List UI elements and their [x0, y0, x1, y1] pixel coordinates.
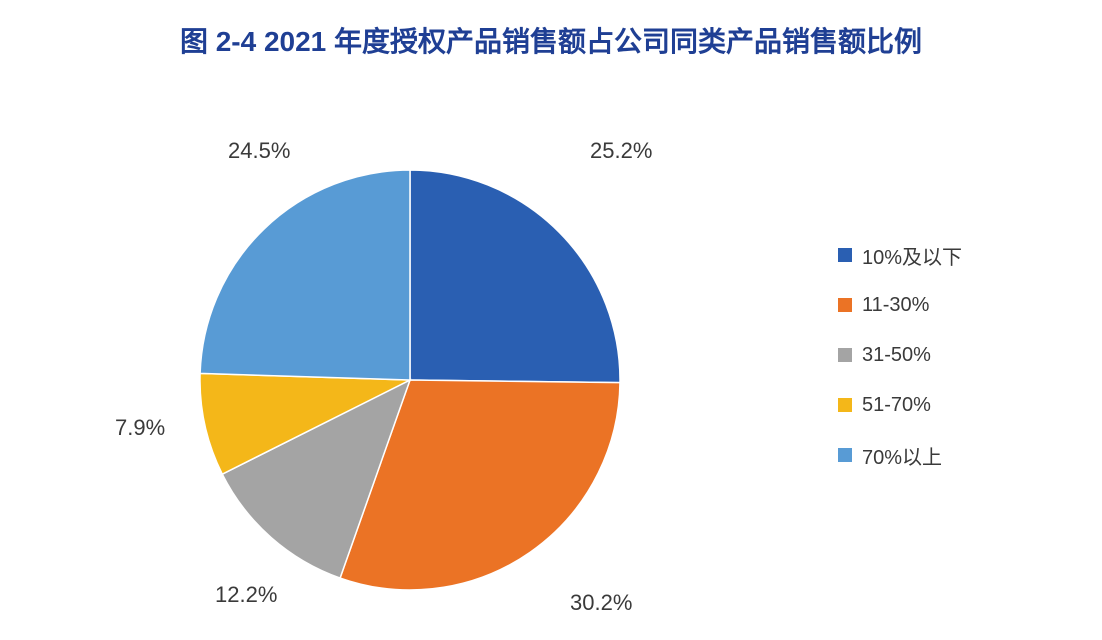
pie-slice-0 [410, 170, 620, 383]
legend: 10%及以下 11-30% 31-50% 51-70% 70%以上 [838, 245, 962, 465]
legend-item-3: 51-70% [838, 395, 962, 415]
legend-label-1: 11-30% [862, 294, 929, 317]
slice-label-1: 30.2% [570, 590, 632, 616]
legend-item-4: 70%以上 [838, 445, 962, 465]
legend-item-0: 10%及以下 [838, 245, 962, 265]
pie-chart-figure: 图 2-4 2021 年度授权产品销售额占公司同类产品销售额比例 10%及以下1… [0, 0, 1102, 640]
legend-label-0: 10%及以下 [862, 241, 962, 270]
legend-swatch-2 [838, 348, 852, 362]
legend-swatch-3 [838, 398, 852, 412]
slice-label-0: 25.2% [590, 138, 652, 164]
legend-swatch-4 [838, 448, 852, 462]
legend-swatch-0 [838, 248, 852, 262]
slice-label-4: 24.5% [228, 138, 290, 164]
legend-item-2: 31-50% [838, 345, 962, 365]
slice-label-2: 12.2% [215, 582, 277, 608]
legend-swatch-1 [838, 298, 852, 312]
legend-label-4: 70%以上 [862, 441, 942, 470]
legend-label-2: 31-50% [862, 344, 931, 367]
legend-item-1: 11-30% [838, 295, 962, 315]
legend-label-3: 51-70% [862, 394, 931, 417]
pie-slice-4 [200, 170, 410, 380]
slice-label-3: 7.9% [115, 415, 165, 441]
